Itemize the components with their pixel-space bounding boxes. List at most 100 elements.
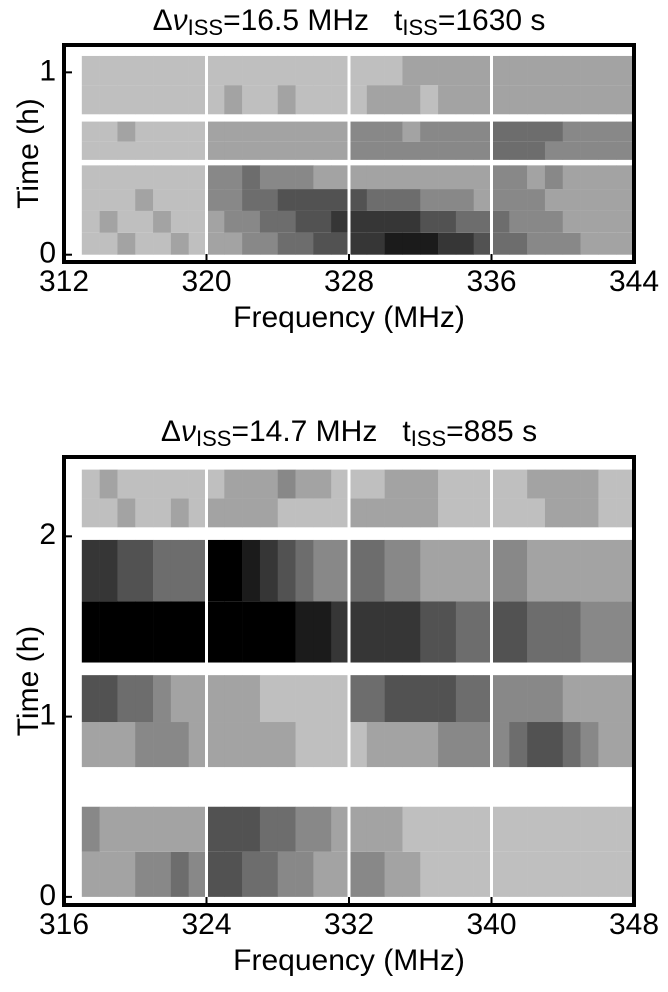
heatmap-cell (544, 469, 564, 499)
heatmap-cell (580, 121, 599, 142)
heatmap-cell (455, 232, 474, 255)
heatmap-cell (259, 469, 279, 499)
heatmap-cell (99, 85, 118, 115)
heatmap-cell (544, 85, 564, 115)
heatmap-cell (509, 85, 528, 115)
heatmap-cell (349, 601, 368, 663)
heatmap-cell (616, 675, 635, 723)
heatmap-cell (117, 675, 136, 723)
heatmap-cell (153, 165, 172, 190)
heatmap-cell (349, 469, 368, 499)
heatmap-cell (580, 722, 599, 768)
heatmap-cell (598, 141, 617, 160)
heatmap-cell (491, 675, 510, 723)
heatmap-cell (313, 165, 332, 190)
heatmap-cell (562, 851, 581, 897)
heatmap-cell (81, 189, 100, 211)
heatmap-cell (135, 851, 154, 897)
heatmap-cell (616, 121, 635, 142)
heatmap-cell (295, 165, 314, 190)
heatmap-cell (509, 121, 528, 142)
heatmap-cell (206, 539, 225, 602)
heatmap-cell (473, 675, 492, 723)
heatmap-cell (384, 189, 403, 211)
heatmap-cell (527, 165, 546, 190)
x-tick-label: 344 (609, 265, 659, 298)
heatmap-cell (81, 469, 100, 499)
heatmap-cell (331, 806, 350, 852)
title-part: ISS (402, 15, 437, 40)
heatmap-cell (473, 851, 492, 897)
heatmap-cell (420, 498, 439, 528)
heatmap-cell (420, 806, 439, 852)
heatmap-cell (616, 85, 635, 115)
heatmap-cell (135, 55, 154, 86)
heatmap-cell (277, 189, 296, 211)
heatmap-cell (598, 851, 617, 897)
heatmap-cell (366, 85, 385, 115)
heatmap-cell (366, 55, 385, 86)
heatmap-cell (170, 85, 189, 115)
heatmap-cell (616, 141, 635, 160)
heatmap-cell (277, 210, 296, 233)
heatmap-cell (81, 85, 100, 115)
heatmap-cell (277, 121, 296, 142)
heatmap-cell (491, 722, 510, 768)
heatmap-cell (117, 806, 136, 852)
heatmap-cell (455, 55, 474, 86)
heatmap-cell (206, 85, 225, 115)
heatmap-cell (135, 189, 154, 211)
heatmap-cell (580, 141, 599, 160)
heatmap-cell (491, 189, 510, 211)
heatmap-cell (473, 539, 492, 602)
heatmap-cell (313, 55, 332, 86)
heatmap-cell (580, 85, 599, 115)
heatmap-cell (153, 722, 172, 768)
heatmap-cell (117, 210, 136, 233)
heatmap-cell (331, 675, 350, 723)
chart-title: ΔνISS=14.7 MHz tISS=885 s (161, 415, 537, 451)
heatmap-cell (99, 675, 118, 723)
heatmap-cell (224, 675, 243, 723)
heatmap-cell (81, 539, 100, 602)
heatmap-cell (402, 722, 421, 768)
heatmap-cell (509, 498, 528, 528)
heatmap-cell (420, 675, 439, 723)
heatmap-cell (99, 55, 118, 86)
heatmap-cell (402, 165, 421, 190)
heatmap-cell (349, 85, 368, 115)
heatmap-cell (420, 722, 439, 768)
heatmap-cell (384, 469, 403, 499)
heatmap-cell (473, 469, 492, 499)
title-part: ISS (196, 426, 231, 451)
x-tick-label: 324 (181, 908, 231, 941)
heatmap-cell (473, 189, 492, 211)
heatmap-cell (438, 55, 457, 86)
heatmap-cell (259, 121, 279, 142)
heatmap-cell (224, 55, 243, 86)
heatmap-cell (313, 189, 332, 211)
heatmap-cell (224, 141, 243, 160)
heatmap-cell (153, 121, 172, 142)
y-axis-label: Time (h) (12, 98, 45, 209)
heatmap-cell (616, 210, 635, 233)
heatmap-cell (135, 141, 154, 160)
heatmap-cell (259, 806, 279, 852)
heatmap-cell (295, 498, 314, 528)
heatmap-cell (384, 232, 403, 255)
heatmap-cell (170, 55, 189, 86)
heatmap-cell (384, 498, 403, 528)
heatmap-cell (242, 232, 261, 255)
heatmap-cell (616, 601, 635, 663)
heatmap-cell (99, 141, 118, 160)
heatmap-cell (170, 851, 189, 897)
heatmap-cell (455, 141, 474, 160)
heatmap-cell (349, 141, 368, 160)
heatmap-cell (153, 675, 172, 723)
heatmap-cell (491, 55, 510, 86)
heatmap-cell (384, 851, 403, 897)
heatmap-cell (527, 851, 546, 897)
heatmap-cell (509, 232, 528, 255)
heatmap-cell (580, 806, 599, 852)
